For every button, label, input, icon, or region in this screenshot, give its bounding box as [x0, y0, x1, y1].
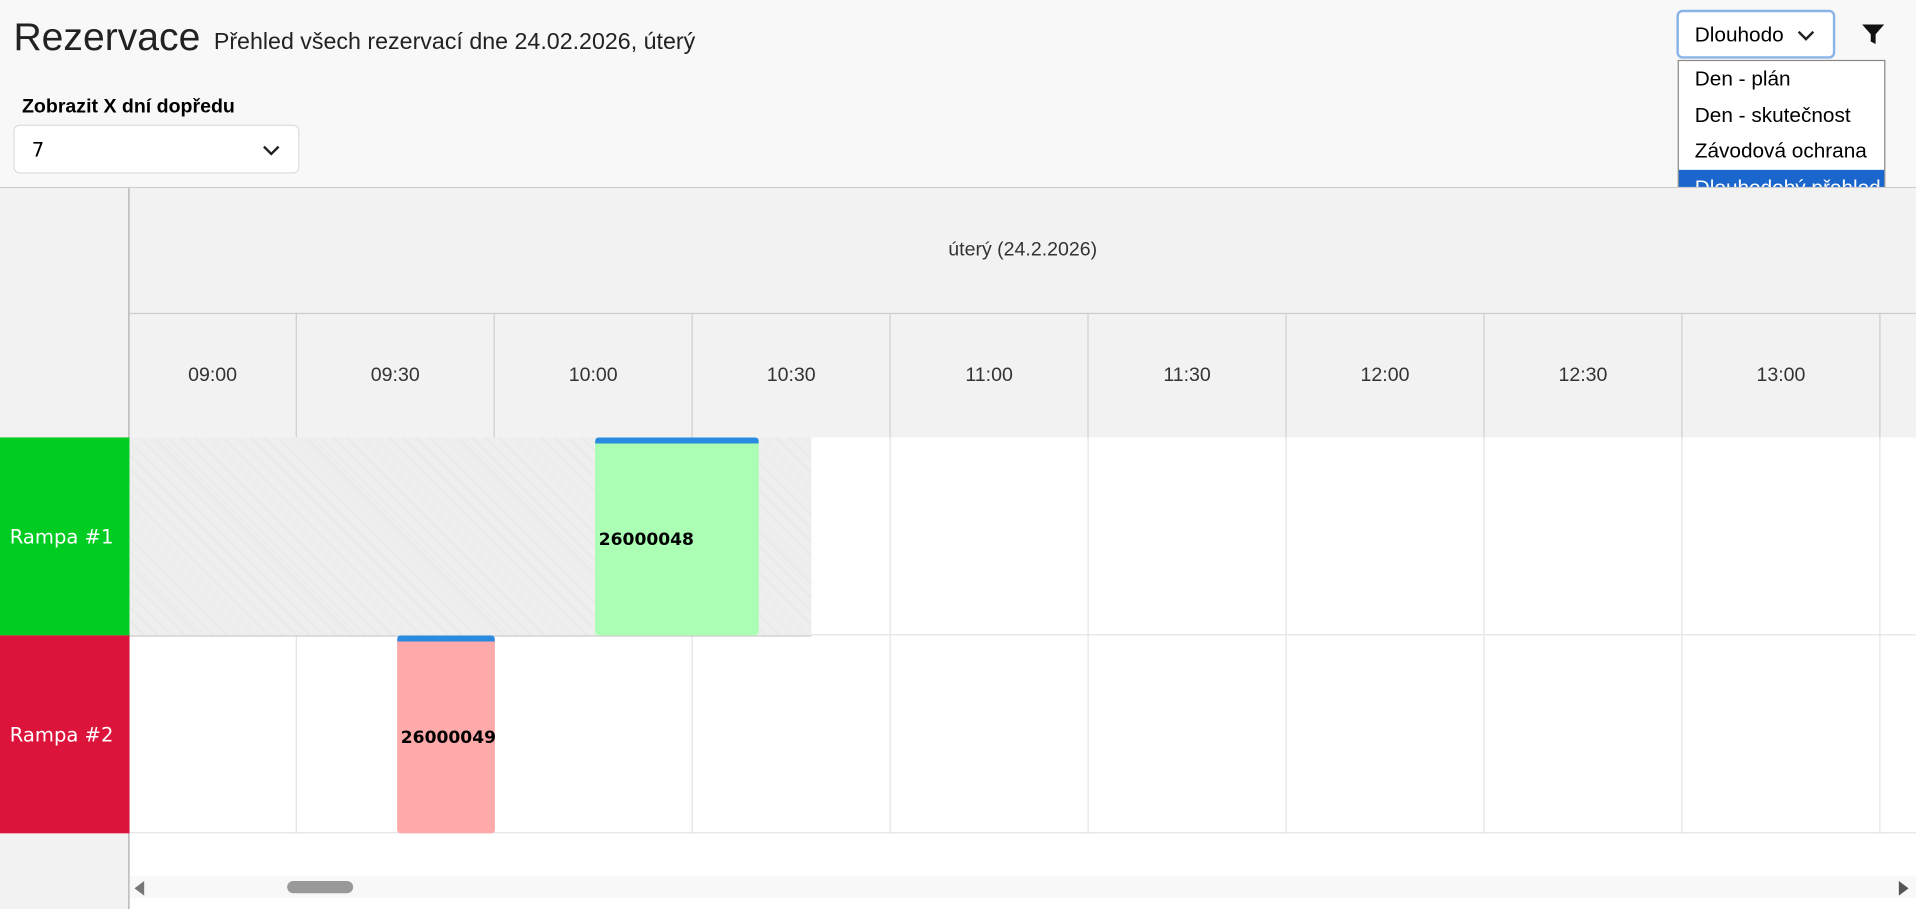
slot[interactable] — [692, 635, 891, 834]
time-header: 09:00 — [129, 312, 297, 438]
scrollbar — [129, 876, 1916, 899]
view-option[interactable]: Den - plán — [1694, 67, 1791, 91]
view-option[interactable]: Závodová ochrana — [1694, 139, 1867, 163]
time-header: 13:30 — [1880, 312, 1916, 438]
chevron — [1797, 30, 1815, 41]
scroll-thumb[interactable] — [287, 880, 354, 894]
slot[interactable] — [890, 437, 1089, 636]
slot[interactable] — [1880, 635, 1916, 834]
slot[interactable] — [1484, 635, 1683, 834]
view-option[interactable]: Den - skutečnost — [1694, 103, 1851, 127]
time-header: 10:00 — [494, 312, 693, 438]
slot[interactable] — [1088, 635, 1287, 834]
slot[interactable] — [1682, 635, 1881, 834]
page-subtitle: Přehled všech rezervací dne 24.02.2026, … — [213, 29, 696, 55]
days-label: Zobrazit X dní dopředu — [21, 96, 235, 118]
time-header: 12:30 — [1484, 312, 1683, 438]
filter-button[interactable] — [1860, 22, 1887, 46]
slot[interactable] — [1286, 635, 1485, 834]
slot[interactable] — [129, 635, 297, 834]
time-header: 12:00 — [1286, 312, 1485, 438]
slot[interactable] — [890, 635, 1089, 834]
time-header: 09:30 — [296, 312, 495, 438]
day-header: úterý (24.2.2026) — [129, 188, 1916, 313]
slot[interactable] — [1088, 437, 1287, 636]
days-value: 7 — [31, 138, 45, 162]
time-header: 13:00 — [1682, 312, 1881, 438]
slot[interactable] — [1484, 437, 1683, 636]
slot[interactable] — [1286, 437, 1485, 636]
slot[interactable] — [1682, 437, 1881, 636]
schedule: úterý (24.2.2026) 09:00 09:30 10:00 10:30 11:… — [0, 186, 1916, 909]
time-header: 11:00 — [890, 312, 1089, 438]
row-label: Rampa #2 — [0, 635, 130, 834]
page-title: Rezervace — [13, 14, 201, 59]
view-options: Den - plán Den - skutečnost Závodová ochra… — [1677, 59, 1886, 208]
view-value: Dlouhodo — [1694, 23, 1784, 47]
view-select[interactable]: Dlouhodo — [1676, 9, 1836, 59]
time-header: 11:30 — [1088, 312, 1287, 438]
row-label: Rampa #1 — [0, 437, 130, 636]
chevron — [263, 145, 280, 156]
slot[interactable] — [494, 635, 693, 834]
reservation[interactable]: 26000049 — [397, 635, 496, 834]
reservation[interactable]: 26000048 — [595, 437, 759, 636]
days-select[interactable]: 7 — [13, 124, 300, 174]
scroll-right[interactable] — [1898, 880, 1909, 896]
time-header: 10:30 — [692, 312, 891, 438]
slot[interactable] — [1880, 437, 1916, 636]
scroll-left[interactable] — [134, 880, 145, 896]
